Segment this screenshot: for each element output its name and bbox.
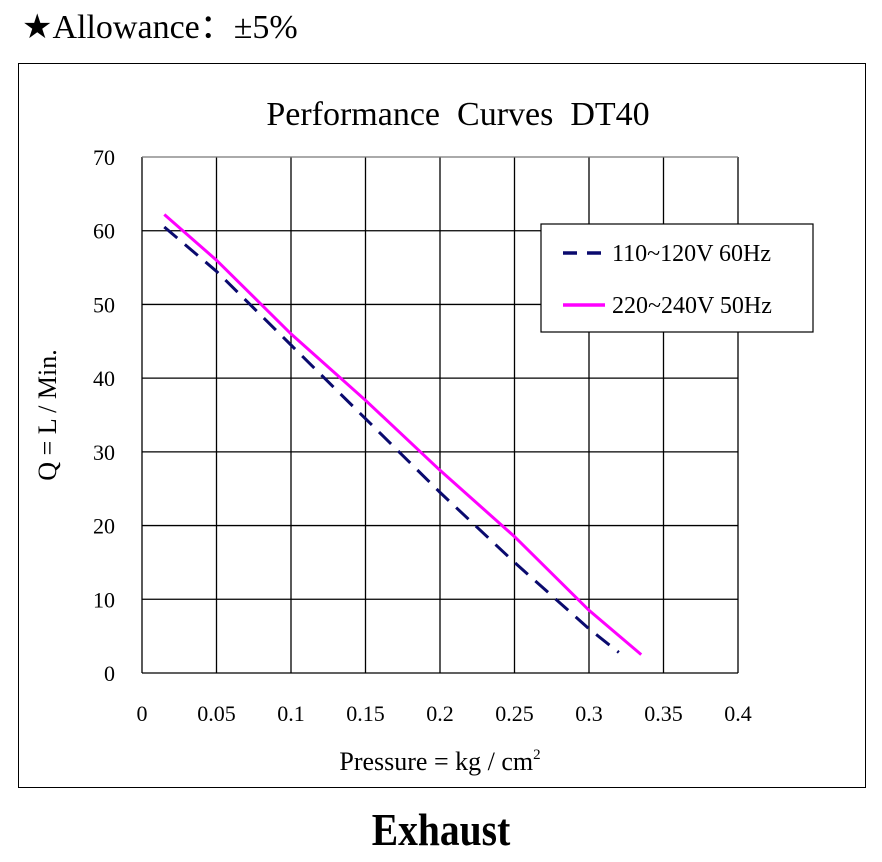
y-tick-label: 0 bbox=[104, 661, 115, 686]
x-tick-label: 0.35 bbox=[644, 701, 683, 726]
series-line-2 bbox=[163, 213, 643, 656]
y-tick-label: 50 bbox=[93, 292, 115, 317]
x-tick-label: 0.05 bbox=[197, 701, 236, 726]
allowance-text: Allowance：±5% bbox=[52, 9, 298, 46]
y-tick-label: 70 bbox=[93, 145, 115, 170]
legend: 110~120V 60Hz 220~240V 50Hz bbox=[540, 223, 814, 333]
x-tick-label: 0.4 bbox=[724, 701, 752, 726]
y-tick-label: 60 bbox=[93, 219, 115, 244]
y-tick-label: 20 bbox=[93, 514, 115, 539]
star-icon: ★ bbox=[22, 9, 53, 46]
x-tick-label: 0.25 bbox=[495, 701, 534, 726]
chart-frame bbox=[18, 63, 866, 788]
legend-label-1: 110~120V 60Hz bbox=[612, 241, 771, 267]
series-line-1 bbox=[163, 225, 620, 654]
x-tick-label: 0.3 bbox=[575, 701, 603, 726]
y-tick-label: 30 bbox=[93, 440, 115, 465]
legend-label-2: 220~240V 50Hz bbox=[612, 293, 772, 319]
chart-title: Performance Curves DT40 bbox=[266, 96, 649, 133]
x-axis-label-superscript: 2 bbox=[533, 747, 541, 763]
allowance-note: ★Allowance：±5% bbox=[22, 6, 298, 50]
data-series bbox=[163, 213, 643, 656]
x-tick-label: 0 bbox=[137, 701, 148, 726]
x-tick-label: 0.1 bbox=[277, 701, 305, 726]
y-axis-ticks: 0 10 20 30 40 50 60 70 bbox=[93, 145, 115, 686]
y-tick-label: 10 bbox=[93, 587, 115, 612]
x-tick-label: 0.2 bbox=[426, 701, 454, 726]
caption-exhaust: Exhaust bbox=[371, 804, 511, 855]
y-axis-label: Q = L / Min. bbox=[33, 349, 62, 480]
x-axis-ticks: 0 0.05 0.1 0.15 0.2 0.25 0.3 0.35 0.4 bbox=[137, 701, 752, 726]
x-axis-label: Pressure = kg / cm2 bbox=[339, 747, 540, 776]
x-tick-label: 0.15 bbox=[346, 701, 385, 726]
y-tick-label: 40 bbox=[93, 366, 115, 391]
x-axis-label-text: Pressure = kg / cm bbox=[339, 747, 533, 776]
